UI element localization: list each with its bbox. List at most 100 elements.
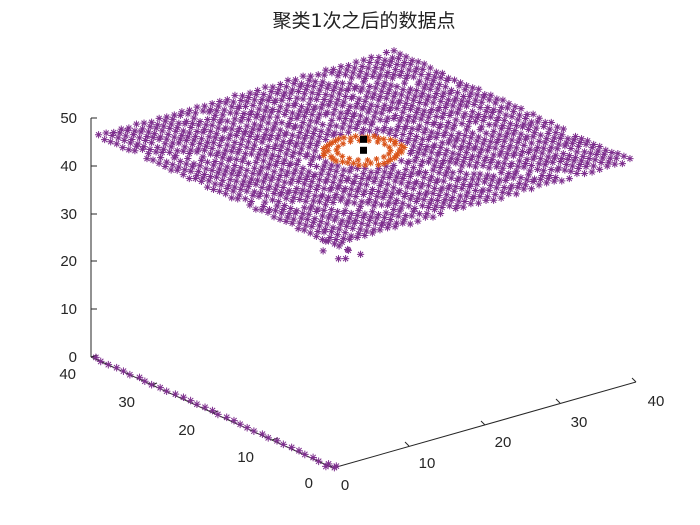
data-point [420, 84, 428, 92]
data-point [355, 95, 363, 103]
data-point [515, 157, 524, 165]
data-point [332, 191, 340, 199]
data-point [405, 134, 413, 143]
data-point [459, 181, 467, 189]
data-point [209, 185, 218, 194]
data-point [208, 406, 217, 415]
data-point [266, 113, 274, 121]
data-point [323, 130, 331, 139]
x-ticks: 0 10 20 30 40 [328, 377, 664, 494]
data-point [302, 175, 310, 184]
data-point [266, 93, 274, 101]
data-point [314, 90, 322, 98]
data-point [351, 64, 359, 72]
data-point [316, 86, 324, 94]
data-point [104, 360, 113, 369]
data-point [478, 98, 486, 106]
data-point [229, 98, 237, 106]
data-point [387, 170, 395, 178]
data-point [490, 127, 498, 135]
data-point [547, 118, 555, 127]
data-point [255, 170, 263, 178]
data-point [384, 89, 392, 98]
data-point [356, 225, 364, 233]
data-point [418, 135, 427, 143]
data-point [375, 53, 383, 62]
data-point [232, 109, 240, 117]
data-point [273, 89, 281, 97]
data-point [346, 123, 354, 131]
data-point [220, 171, 228, 179]
data-point [375, 161, 382, 169]
data-point [543, 179, 551, 187]
data-point [337, 220, 345, 228]
data-point [313, 95, 321, 103]
data-point [206, 150, 215, 158]
data-point [481, 136, 489, 144]
data-point [360, 78, 368, 86]
data-point [606, 154, 614, 162]
data-point [220, 150, 228, 158]
data-point [381, 101, 389, 109]
data-point [281, 178, 289, 186]
data-point [269, 83, 277, 91]
data-point [369, 72, 377, 80]
data-point [376, 226, 384, 234]
data-point [306, 229, 314, 237]
data-point [322, 66, 330, 74]
data-point [547, 165, 555, 174]
data-point [273, 202, 281, 210]
data-point [420, 60, 428, 68]
data-point [291, 122, 300, 130]
data-point [325, 81, 333, 89]
data-point [523, 110, 531, 119]
data-point [574, 164, 583, 173]
data-point [440, 177, 448, 185]
data-point [505, 169, 513, 178]
data-point [363, 93, 371, 101]
data-point [305, 187, 313, 196]
data-point [335, 143, 342, 150]
data-point [299, 210, 307, 218]
data-point [485, 164, 493, 172]
data-point [314, 227, 322, 236]
data-point [217, 136, 225, 144]
data-point [394, 54, 403, 63]
data-point [455, 130, 463, 138]
data-point [355, 230, 363, 238]
data-point [295, 446, 303, 455]
data-point [449, 193, 457, 202]
data-point [237, 117, 245, 125]
data-point [360, 56, 368, 64]
data-point [216, 165, 224, 173]
data-point [225, 135, 233, 143]
data-point [228, 125, 236, 133]
data-point [417, 183, 425, 191]
data-point [452, 204, 460, 213]
data-point [222, 167, 230, 175]
data-point [408, 192, 416, 200]
data-point [373, 58, 381, 66]
data-point [487, 138, 495, 146]
data-point [279, 138, 287, 146]
data-point [279, 183, 287, 192]
data-point [491, 121, 499, 129]
data-point [487, 91, 495, 99]
data-point [288, 152, 296, 160]
data-point [528, 118, 536, 126]
data-point [357, 87, 365, 95]
data-point [371, 219, 380, 227]
data-point [246, 132, 254, 141]
data-point [193, 171, 201, 179]
data-point [300, 135, 309, 143]
data-point [499, 96, 507, 104]
data-point [278, 209, 286, 217]
data-point [465, 161, 474, 169]
data-point [250, 120, 259, 128]
data-point [452, 183, 460, 191]
data-point [158, 148, 166, 157]
data-point [467, 200, 475, 208]
data-point [182, 137, 190, 145]
data-point [264, 434, 273, 442]
data-point [485, 143, 493, 151]
